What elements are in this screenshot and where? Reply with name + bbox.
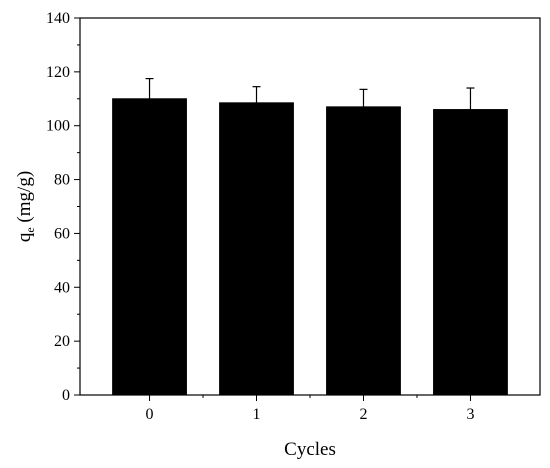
- bar-cycle-1: [219, 102, 294, 396]
- x-tick-label-2: 2: [359, 406, 367, 423]
- plot-frame: [79, 17, 541, 396]
- y-axis-title-units: (mg/g): [14, 171, 35, 227]
- y-axis-ticks: 0 20 40 60 80 100 120 140: [46, 10, 80, 404]
- bar-cycle-0: [112, 98, 187, 396]
- error-bars-group: [145, 77, 475, 110]
- bar-cycle-2: [326, 106, 401, 396]
- y-axis-title-subscript: e: [23, 227, 37, 232]
- bar-cycle-3: [433, 109, 508, 396]
- x-axis-title: Cycles: [284, 439, 336, 460]
- y-tick-label-40: 40: [54, 279, 70, 296]
- y-tick-label-140: 140: [46, 10, 70, 27]
- y-tick-label-20: 20: [54, 333, 70, 350]
- x-tick-label-3: 3: [466, 406, 474, 423]
- bars-group: [112, 98, 508, 396]
- y-axis-title-main: q: [14, 232, 35, 242]
- x-tick-label-1: 1: [253, 406, 261, 423]
- x-axis-ticks: 0 1 2 3: [146, 395, 474, 423]
- y-axis-title: qe (mg/g): [14, 171, 37, 242]
- x-tick-label-0: 0: [146, 406, 154, 423]
- y-tick-label-60: 60: [54, 225, 70, 242]
- y-tick-label-0: 0: [62, 387, 70, 404]
- y-tick-label-100: 100: [46, 118, 70, 135]
- y-tick-label-80: 80: [54, 172, 70, 189]
- y-tick-label-120: 120: [46, 64, 70, 81]
